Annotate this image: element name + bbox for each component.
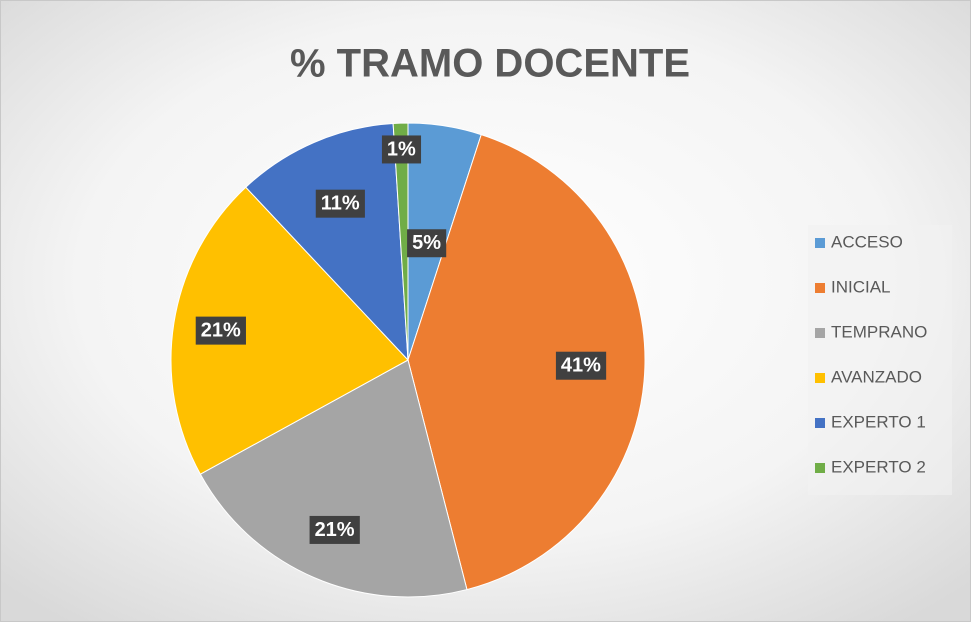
data-label: 41% <box>561 355 601 377</box>
data-label: 11% <box>321 193 360 215</box>
legend-label: EXPERTO 1 <box>831 412 926 431</box>
pie-slice <box>199 359 468 598</box>
data-label: 5% <box>412 232 441 254</box>
legend-swatch <box>815 283 825 293</box>
legend-label: AVANZADO <box>831 367 922 386</box>
legend-swatch <box>815 418 825 428</box>
legend-swatch <box>815 238 825 248</box>
data-label: 1% <box>387 138 416 160</box>
legend-swatch <box>815 463 825 473</box>
data-label: 21% <box>201 320 241 342</box>
legend-label: INICIAL <box>831 277 891 296</box>
legend-box <box>808 225 952 495</box>
data-label-box <box>315 189 365 218</box>
legend-label: EXPERTO 2 <box>831 457 926 476</box>
chart-title: % TRAMO DOCENTE <box>290 42 690 86</box>
pie-slice <box>245 122 409 362</box>
data-label-box <box>555 351 607 380</box>
pie-slice <box>407 133 646 591</box>
legend-label: TEMPRANO <box>831 322 927 341</box>
data-label-box <box>309 515 360 544</box>
legend-swatch <box>815 373 825 383</box>
data-label-box <box>195 316 246 345</box>
pie-slice <box>392 122 409 361</box>
data-label: 21% <box>315 519 355 541</box>
data-label-box <box>381 135 422 164</box>
legend-label: ACCESO <box>831 232 903 251</box>
data-label-box <box>407 229 447 258</box>
pie-slice <box>170 186 409 475</box>
legend-swatch <box>815 328 825 338</box>
